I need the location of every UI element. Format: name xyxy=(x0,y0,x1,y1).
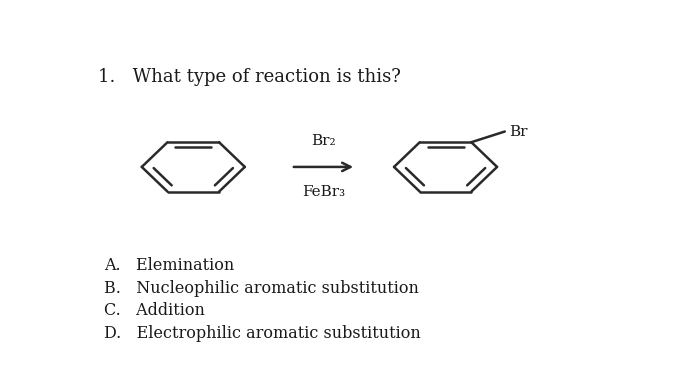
Text: Br: Br xyxy=(509,124,528,138)
Text: 1.   What type of reaction is this?: 1. What type of reaction is this? xyxy=(98,68,401,86)
Text: D.   Electrophilic aromatic substitution: D. Electrophilic aromatic substitution xyxy=(104,324,421,342)
Text: C.   Addition: C. Addition xyxy=(104,302,204,319)
Text: Br₂: Br₂ xyxy=(312,135,336,148)
Text: B.   Nucleophilic aromatic substitution: B. Nucleophilic aromatic substitution xyxy=(104,280,419,296)
Text: A.   Elemination: A. Elemination xyxy=(104,257,234,274)
Text: FeBr₃: FeBr₃ xyxy=(302,186,345,199)
